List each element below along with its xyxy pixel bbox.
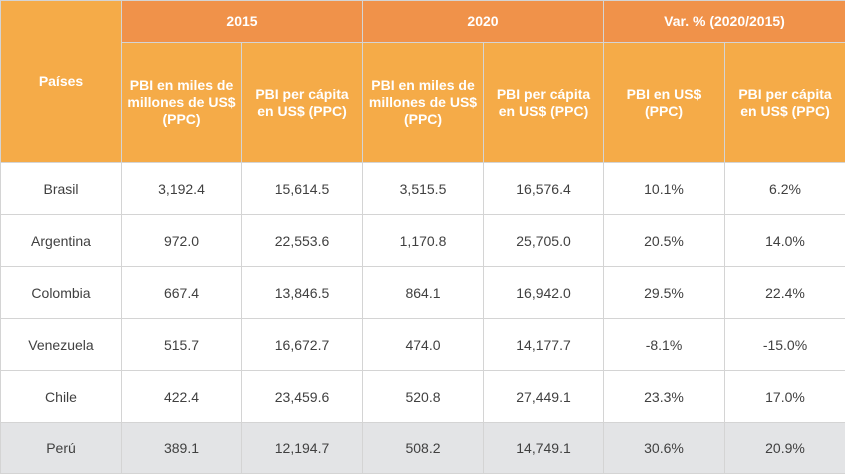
cell-value: 22.4%: [724, 266, 845, 319]
table-row: Colombia 667.4 13,846.5 864.1 16,942.0 2…: [0, 266, 845, 319]
cell-value: 14,749.1: [483, 422, 604, 474]
table-row-highlight: Perú 389.1 12,194.7 508.2 14,749.1 30.6%…: [0, 422, 845, 474]
cell-value: 972.0: [121, 214, 242, 267]
cell-value: 6.2%: [724, 162, 845, 215]
cell-value: 30.6%: [603, 422, 725, 474]
header-group-2020: 2020: [362, 0, 604, 43]
cell-country: Venezuela: [0, 318, 122, 371]
cell-country: Colombia: [0, 266, 122, 319]
header-countries: Países: [0, 0, 122, 163]
cell-value: 23,459.6: [241, 370, 363, 423]
cell-value: 16,942.0: [483, 266, 604, 319]
cell-value: 13,846.5: [241, 266, 363, 319]
cell-value: -8.1%: [603, 318, 725, 371]
cell-value: 667.4: [121, 266, 242, 319]
cell-value: -15.0%: [724, 318, 845, 371]
cell-value: 864.1: [362, 266, 484, 319]
table-row: Brasil 3,192.4 15,614.5 3,515.5 16,576.4…: [0, 162, 845, 215]
cell-country: Argentina: [0, 214, 122, 267]
header-col-4: PBI per cápita en US$ (PPC): [483, 42, 604, 163]
cell-value: 20.5%: [603, 214, 725, 267]
header-col-2: PBI per cápita en US$ (PPC): [241, 42, 363, 163]
cell-country: Perú: [0, 422, 122, 474]
cell-country: Brasil: [0, 162, 122, 215]
table-row: Argentina 972.0 22,553.6 1,170.8 25,705.…: [0, 214, 845, 267]
cell-value: 474.0: [362, 318, 484, 371]
cell-value: 1,170.8: [362, 214, 484, 267]
cell-value: 22,553.6: [241, 214, 363, 267]
cell-value: 23.3%: [603, 370, 725, 423]
cell-value: 14,177.7: [483, 318, 604, 371]
header-col-1: PBI en miles de millones de US$ (PPC): [121, 42, 242, 163]
cell-value: 25,705.0: [483, 214, 604, 267]
cell-value: 17.0%: [724, 370, 845, 423]
cell-value: 422.4: [121, 370, 242, 423]
cell-value: 14.0%: [724, 214, 845, 267]
cell-value: 508.2: [362, 422, 484, 474]
cell-country: Chile: [0, 370, 122, 423]
cell-value: 16,672.7: [241, 318, 363, 371]
table-row: Chile 422.4 23,459.6 520.8 27,449.1 23.3…: [0, 370, 845, 423]
cell-value: 3,192.4: [121, 162, 242, 215]
cell-value: 3,515.5: [362, 162, 484, 215]
header-col-5: PBI en US$ (PPC): [603, 42, 725, 163]
table-row: Venezuela 515.7 16,672.7 474.0 14,177.7 …: [0, 318, 845, 371]
cell-value: 27,449.1: [483, 370, 604, 423]
header-col-6: PBI per cápita en US$ (PPC): [724, 42, 845, 163]
cell-value: 520.8: [362, 370, 484, 423]
cell-value: 10.1%: [603, 162, 725, 215]
header-group-2015: 2015: [121, 0, 363, 43]
header-col-3: PBI en miles de millones de US$ (PPC): [362, 42, 484, 163]
cell-value: 29.5%: [603, 266, 725, 319]
cell-value: 15,614.5: [241, 162, 363, 215]
cell-value: 16,576.4: [483, 162, 604, 215]
cell-value: 12,194.7: [241, 422, 363, 474]
cell-value: 20.9%: [724, 422, 845, 474]
header-group-variation: Var. % (2020/2015): [603, 0, 845, 43]
cell-value: 389.1: [121, 422, 242, 474]
cell-value: 515.7: [121, 318, 242, 371]
